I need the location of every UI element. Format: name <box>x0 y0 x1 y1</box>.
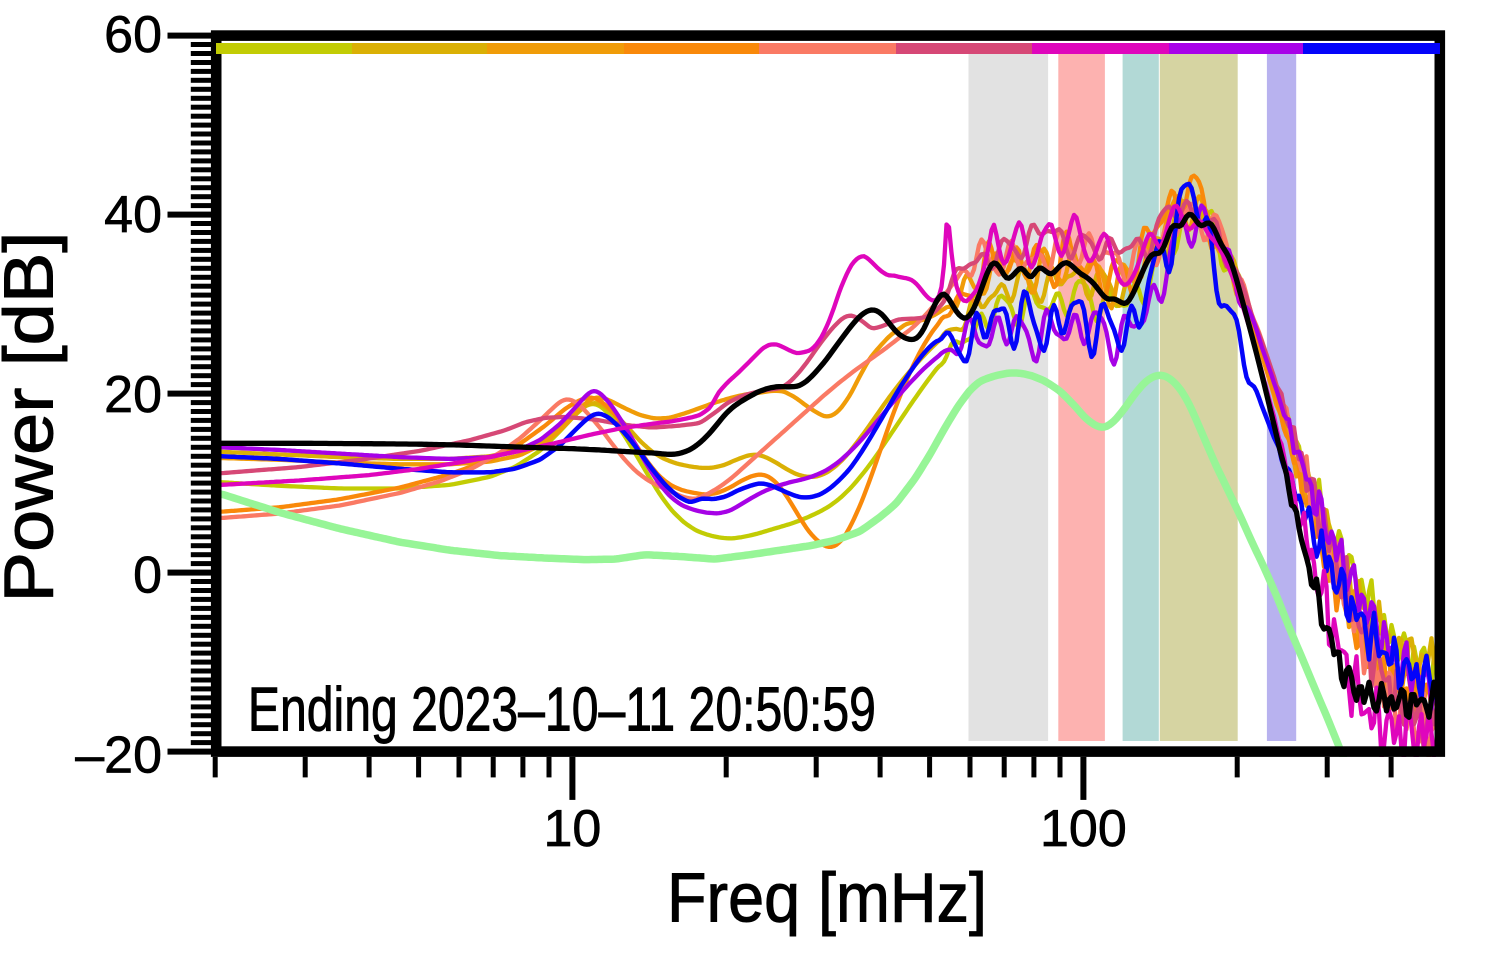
svg-text:Freq [mHz]: Freq [mHz] <box>667 859 987 937</box>
svg-text:20: 20 <box>104 366 162 424</box>
svg-text:Power [dB]: Power [dB] <box>0 232 68 603</box>
svg-text:–20: –20 <box>75 727 162 785</box>
svg-text:0: 0 <box>133 546 162 604</box>
svg-text:Ending 2023–10–11 20:50:59: Ending 2023–10–11 20:50:59 <box>248 676 876 745</box>
svg-text:40: 40 <box>104 186 162 244</box>
svg-text:60: 60 <box>104 6 162 64</box>
svg-text:100: 100 <box>1040 800 1127 858</box>
svg-text:10: 10 <box>543 800 601 858</box>
